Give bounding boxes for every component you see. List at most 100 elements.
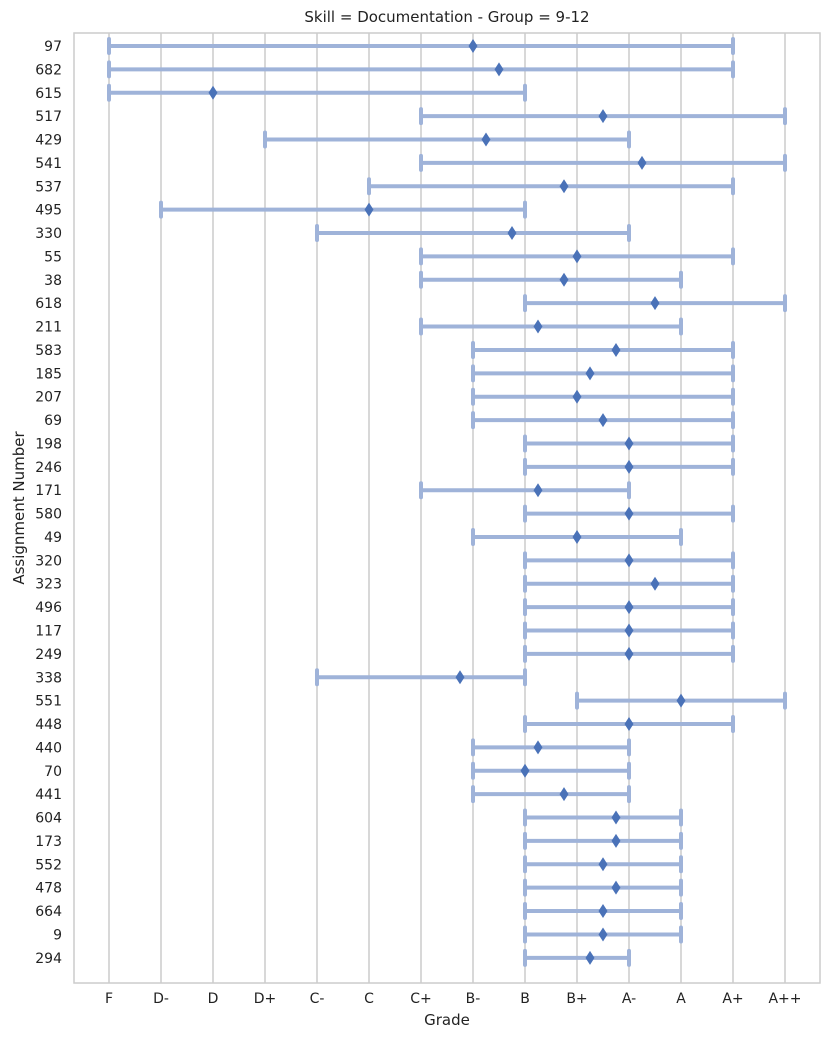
y-tick-label: 478	[35, 881, 62, 897]
mean-marker-478	[611, 880, 621, 895]
y-tick-label: 440	[35, 740, 62, 756]
mean-marker-552	[598, 857, 608, 872]
mean-marker-517	[598, 109, 608, 124]
mean-marker-338	[455, 670, 465, 685]
y-tick-label: 249	[35, 647, 62, 663]
y-tick-label: 117	[35, 624, 62, 640]
y-tick-label: 495	[35, 203, 62, 219]
mean-marker-9	[598, 927, 608, 942]
x-tick-label: B-	[466, 991, 481, 1007]
y-tick-label: 49	[44, 530, 62, 546]
y-tick-label: 615	[35, 86, 62, 102]
mean-marker-583	[611, 342, 621, 357]
mean-marker-185	[585, 366, 595, 381]
y-tick-label: 185	[35, 366, 62, 382]
y-tick-label: 537	[35, 179, 62, 195]
y-tick-label: 38	[44, 273, 62, 289]
y-tick-label: 618	[35, 296, 62, 312]
y-tick-label: 338	[35, 670, 62, 686]
y-tick-label: 9	[53, 927, 62, 943]
y-tick-label: 580	[35, 507, 62, 523]
mean-marker-198	[624, 436, 634, 451]
x-tick-labels: F D- D D+ C- C C+ B- B B+ A- A A+ A++	[105, 991, 802, 1007]
y-tick-label: 171	[35, 483, 62, 499]
y-tick-label: 441	[35, 787, 62, 803]
plot-background	[74, 33, 820, 983]
y-tick-label: 198	[35, 436, 62, 452]
y-tick-label: 604	[35, 811, 62, 827]
y-tick-label: 552	[35, 857, 62, 873]
y-tick-label: 294	[35, 951, 62, 967]
mean-marker-496	[624, 600, 634, 615]
mean-marker-429	[481, 132, 491, 147]
y-axis-title: Assignment Number	[10, 430, 28, 584]
mean-marker-249	[624, 646, 634, 661]
mean-marker-117	[624, 623, 634, 638]
mean-marker-330	[507, 226, 517, 241]
x-tick-label: B	[520, 991, 530, 1007]
mean-marker-682	[494, 62, 504, 77]
mean-marker-171	[533, 483, 543, 498]
mean-marker-604	[611, 810, 621, 825]
y-tick-label: 496	[35, 600, 62, 616]
y-tick-label: 70	[44, 764, 62, 780]
mean-marker-618	[650, 296, 660, 311]
mean-marker-55	[572, 249, 582, 264]
mean-markers	[208, 39, 686, 965]
x-axis-title: Grade	[424, 1011, 470, 1029]
x-tick-label: C-	[310, 991, 325, 1007]
mean-marker-173	[611, 833, 621, 848]
y-tick-label: 323	[35, 577, 62, 593]
plot-frame	[73, 32, 821, 984]
x-tick-label: A++	[768, 991, 801, 1007]
mean-marker-448	[624, 717, 634, 732]
y-tick-label: 69	[44, 413, 62, 429]
x-tick-label: C	[364, 991, 374, 1007]
mean-marker-294	[585, 950, 595, 965]
mean-marker-580	[624, 506, 634, 521]
y-tick-label: 517	[35, 109, 62, 125]
y-tick-label: 211	[35, 320, 62, 336]
x-tick-label: C+	[410, 991, 432, 1007]
mean-marker-97	[468, 39, 478, 53]
y-tick-label: 246	[35, 460, 62, 476]
mean-marker-49	[572, 529, 582, 544]
mean-marker-615	[208, 85, 218, 100]
x-tick-label: A+	[722, 991, 743, 1007]
x-tick-label: A-	[622, 991, 636, 1007]
x-tick-label: B+	[566, 991, 587, 1007]
mean-marker-207	[572, 389, 582, 404]
x-tick-label: D-	[153, 991, 169, 1007]
y-tick-label: 97	[44, 39, 62, 55]
mean-marker-495	[364, 202, 374, 217]
y-tick-label: 429	[35, 133, 62, 149]
y-tick-labels: 97 682 615 517 429 541 537 495 330 55 38 618 211 583 1…	[35, 39, 62, 967]
mean-marker-320	[624, 553, 634, 568]
mean-marker-323	[650, 576, 660, 591]
mean-marker-664	[598, 904, 608, 919]
mean-marker-440	[533, 740, 543, 755]
chart-title: Skill = Documentation - Group = 9-12	[304, 8, 589, 26]
x-tick-label: A	[676, 991, 686, 1007]
mean-marker-70	[520, 763, 530, 778]
mean-marker-38	[559, 272, 569, 287]
x-tick-label: D	[208, 991, 219, 1007]
y-tick-label: 541	[35, 156, 62, 172]
mean-marker-246	[624, 459, 634, 474]
x-tick-label: F	[105, 991, 113, 1007]
y-tick-label: 55	[44, 249, 62, 265]
mean-marker-541	[637, 155, 647, 170]
mean-marker-69	[598, 413, 608, 428]
mean-marker-537	[559, 179, 569, 194]
y-tick-label: 551	[35, 694, 62, 710]
y-tick-label: 664	[35, 904, 62, 920]
mean-marker-211	[533, 319, 543, 334]
y-tick-label: 320	[35, 553, 62, 569]
mean-marker-441	[559, 787, 569, 802]
y-tick-label: 207	[35, 390, 62, 406]
y-tick-label: 448	[35, 717, 62, 733]
y-tick-label: 173	[35, 834, 62, 850]
y-tick-label: 330	[35, 226, 62, 242]
y-tick-label: 583	[35, 343, 62, 359]
